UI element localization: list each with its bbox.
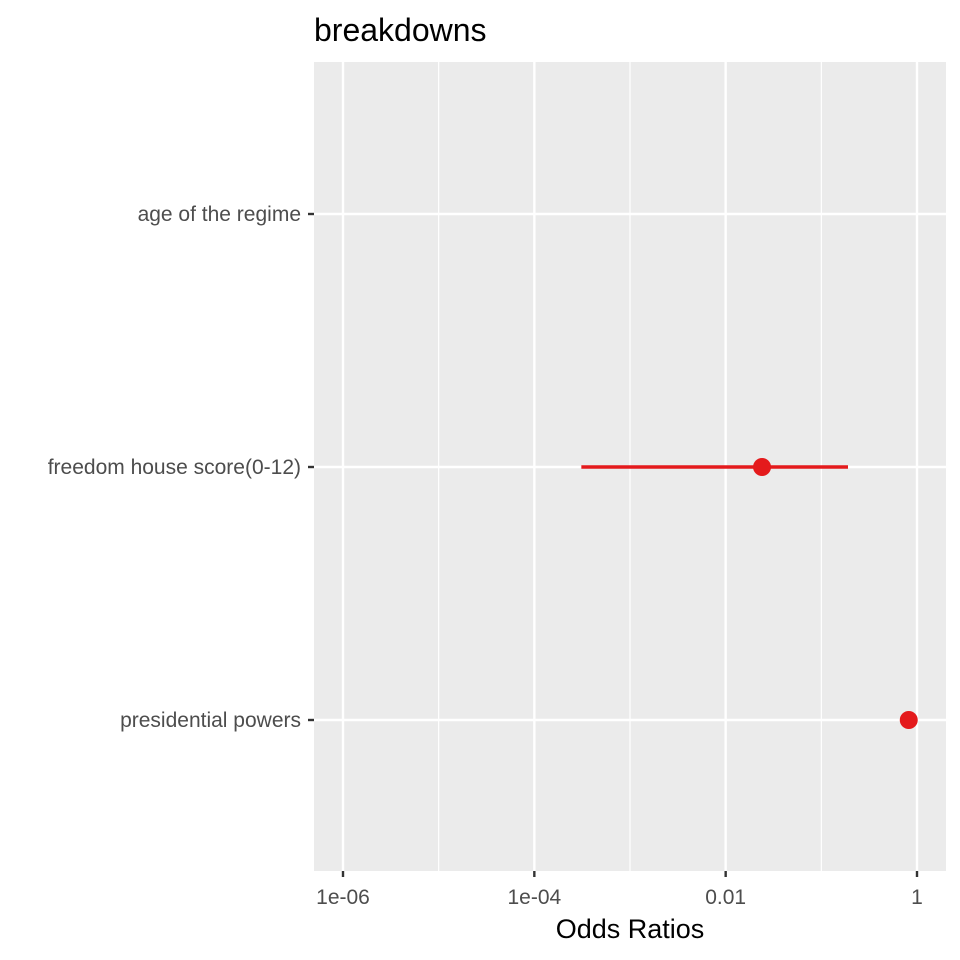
y-tick-label: presidential powers — [120, 709, 301, 732]
data-marks — [581, 458, 918, 729]
x-tick-label: 1e-04 — [507, 886, 561, 909]
x-axis: 1e-06 1e-04 0.01 1 — [316, 871, 923, 909]
x-tick-label: 0.01 — [705, 886, 746, 909]
y-tick-label: age of the regime — [138, 203, 301, 226]
x-tick-label: 1e-06 — [316, 886, 370, 909]
chart-title: breakdowns — [314, 12, 487, 48]
y-tick-label: freedom house score(0-12) — [48, 456, 301, 479]
point-estimate — [753, 458, 772, 476]
point-estimate — [899, 711, 918, 729]
x-tick-label: 1 — [911, 886, 923, 909]
x-axis-title: Odds Ratios — [556, 914, 705, 944]
y-axis: age of the regime freedom house score(0-1… — [48, 203, 314, 732]
